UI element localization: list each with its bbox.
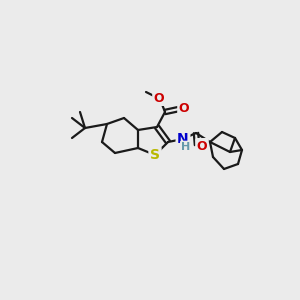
Text: O: O: [179, 101, 189, 115]
Text: N: N: [177, 132, 189, 146]
Text: H: H: [182, 142, 190, 152]
Text: S: S: [150, 148, 160, 162]
Text: O: O: [154, 92, 164, 104]
Text: O: O: [197, 140, 207, 152]
